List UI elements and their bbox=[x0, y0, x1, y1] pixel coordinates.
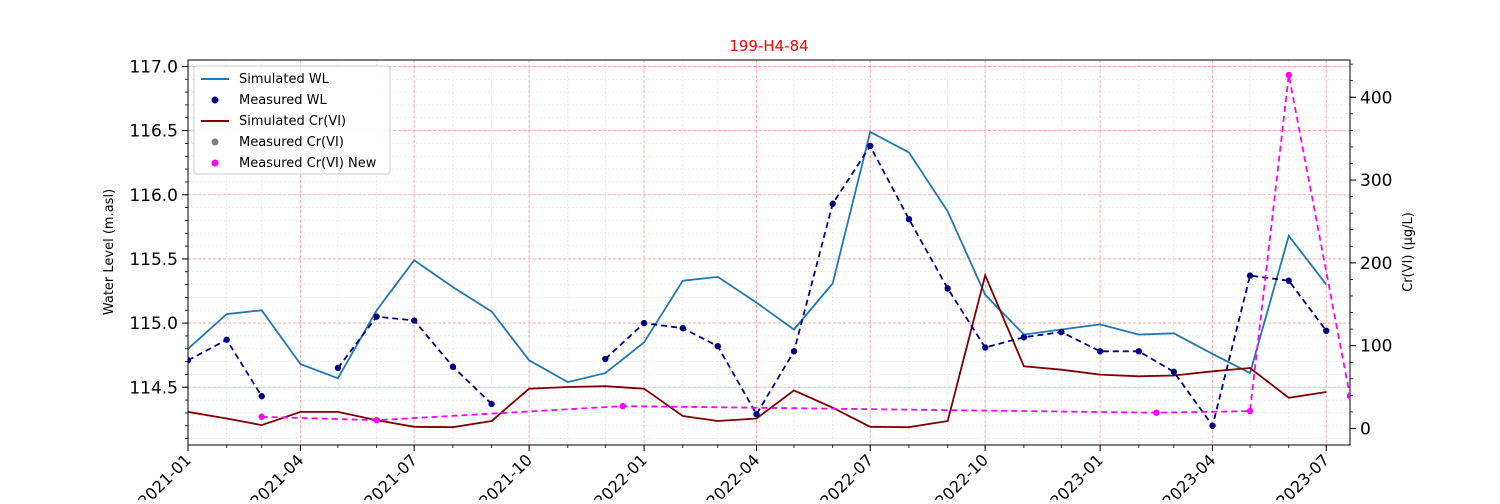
y-right-tick-label: 200 bbox=[1360, 254, 1392, 274]
legend-label-measured-wl: Measured WL bbox=[239, 93, 327, 108]
point-measured-wl bbox=[753, 411, 760, 418]
legend-swatch-measured-crvi-new bbox=[211, 159, 219, 167]
point-measured-wl bbox=[1323, 327, 1330, 334]
x-tick-label: 2023-07 bbox=[1272, 450, 1333, 500]
point-measured-crvi-new bbox=[1346, 392, 1350, 400]
series bbox=[188, 71, 1350, 429]
point-measured-crvi-new bbox=[258, 413, 265, 421]
point-measured-crvi-new bbox=[1153, 409, 1160, 416]
legend-swatch-measured-wl bbox=[211, 96, 219, 104]
point-measured-wl bbox=[981, 344, 989, 351]
point-measured-wl bbox=[373, 313, 380, 320]
point-measured-crvi-new bbox=[1285, 71, 1292, 79]
point-measured-wl bbox=[1285, 277, 1292, 284]
y-axis-left-label: Water Level (m.asl) bbox=[102, 189, 117, 315]
point-measured-crvi-new bbox=[619, 402, 627, 410]
legend-label-measured-crvi-new: Measured Cr(VI) New bbox=[239, 156, 377, 171]
y-left-tick-label: 115.5 bbox=[129, 250, 178, 270]
series-group bbox=[188, 71, 1350, 429]
point-measured-wl bbox=[679, 325, 686, 332]
point-measured-wl bbox=[188, 357, 192, 364]
series-line-measured-wl bbox=[188, 338, 263, 397]
series-line-measured-wl bbox=[337, 315, 493, 405]
x-tick-label: 2023-04 bbox=[1159, 450, 1220, 500]
y-right-tick-label: 400 bbox=[1360, 88, 1392, 108]
point-measured-wl bbox=[790, 348, 798, 355]
point-measured-wl bbox=[640, 319, 648, 327]
y-left-tick-label: 116.0 bbox=[129, 186, 178, 206]
legend-label-simulated-wl: Simulated WL bbox=[239, 72, 330, 87]
point-measured-wl bbox=[1246, 272, 1254, 279]
y-left-tick-label: 116.5 bbox=[129, 122, 178, 142]
point-measured-wl bbox=[714, 342, 721, 350]
plot-frame bbox=[187, 59, 1351, 446]
series-line-simulated-wl bbox=[188, 130, 1328, 384]
x-tick-label: 2022-07 bbox=[816, 450, 877, 500]
point-measured-wl bbox=[1170, 368, 1178, 376]
point-measured-wl bbox=[867, 142, 874, 150]
point-measured-wl bbox=[905, 215, 913, 223]
series-line-measured-crvi-new bbox=[261, 74, 1350, 422]
point-measured-wl bbox=[602, 355, 609, 363]
x-tick-label: 2022-01 bbox=[590, 450, 651, 500]
legend: Simulated WL Measured WL Simulated Cr(VI… bbox=[193, 65, 391, 175]
series-line-simulated-crvi bbox=[188, 272, 1327, 429]
legend-label-measured-crvi: Measured Cr(VI) bbox=[239, 135, 344, 150]
point-measured-wl bbox=[488, 400, 495, 408]
point-measured-wl bbox=[334, 364, 342, 372]
chart-title: 199-H4-84 bbox=[729, 37, 808, 55]
point-measured-wl bbox=[829, 200, 836, 207]
x-tick-label: 2021-07 bbox=[360, 450, 421, 500]
legend-label-simulated-crvi: Simulated Cr(VI) bbox=[239, 114, 346, 129]
point-measured-wl bbox=[1209, 422, 1216, 429]
y-left-tick-label: 117.0 bbox=[129, 57, 178, 77]
point-measured-wl bbox=[223, 336, 230, 343]
x-tick-label: 2022-10 bbox=[931, 450, 992, 500]
x-tick-label: 2021-10 bbox=[475, 450, 536, 500]
x-tick-label: 2023-01 bbox=[1046, 450, 1107, 500]
point-measured-wl bbox=[1096, 348, 1104, 355]
y-left-tick-label: 114.5 bbox=[129, 378, 178, 398]
legend-swatch-measured-crvi bbox=[211, 138, 219, 146]
y-right-tick-label: 0 bbox=[1360, 419, 1371, 439]
point-measured-wl bbox=[410, 317, 418, 324]
point-measured-wl bbox=[449, 363, 457, 370]
point-measured-wl bbox=[1020, 334, 1028, 341]
y-right-tick-label: 100 bbox=[1360, 337, 1392, 357]
y-left-tick-label: 115.0 bbox=[129, 314, 178, 334]
point-measured-wl bbox=[944, 285, 951, 292]
x-tick-label: 2022-04 bbox=[703, 450, 764, 500]
point-measured-crvi-new bbox=[1246, 407, 1254, 415]
point-measured-crvi-new bbox=[373, 416, 380, 424]
x-tick-label: 2021-01 bbox=[134, 450, 195, 500]
point-measured-wl bbox=[1058, 328, 1065, 336]
y-axis-right-label: Cr(VI) (µg/L) bbox=[1401, 212, 1416, 292]
point-measured-wl bbox=[258, 393, 265, 400]
y-right-tick-label: 300 bbox=[1360, 171, 1392, 191]
point-measured-wl bbox=[1135, 348, 1143, 355]
x-tick-label: 2021-04 bbox=[247, 450, 308, 500]
series-line-measured-wl bbox=[604, 144, 1328, 428]
legend-frame bbox=[193, 65, 391, 175]
